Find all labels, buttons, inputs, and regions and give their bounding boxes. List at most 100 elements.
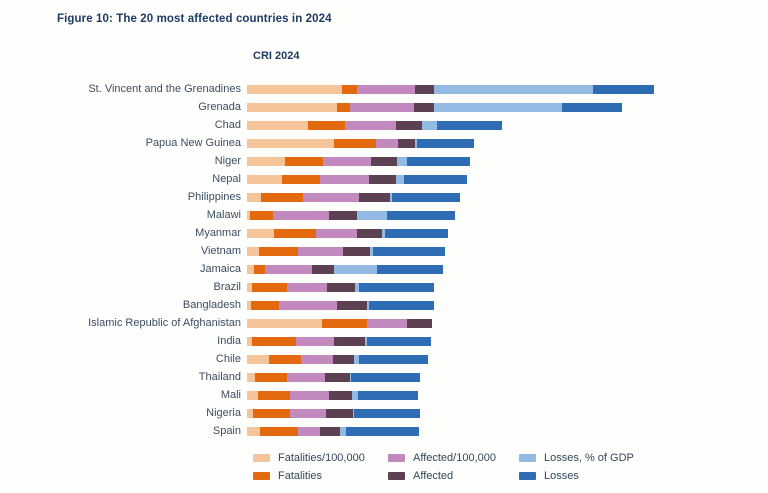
stacked-bar — [247, 264, 443, 274]
bar-segment-affected-100-000 — [287, 282, 327, 292]
stacked-bar — [247, 318, 432, 328]
bar-segment-fatalities-100-000 — [247, 354, 269, 364]
bar-segment-fatalities-100-000 — [247, 408, 253, 418]
bar-segment-losses — [407, 156, 470, 166]
bar-segment-affected-100-000 — [279, 300, 337, 310]
legend-label: Losses, % of GDP — [544, 452, 634, 464]
bar-segment-affected-100-000 — [376, 138, 398, 148]
bar-segment-affected — [371, 156, 397, 166]
bar-segment-losses-of-gdp — [390, 192, 392, 202]
chart-row-grenada: Grenada — [0, 98, 768, 116]
stacked-bar — [247, 246, 445, 256]
bar-segment-fatalities — [260, 426, 298, 436]
bar-segment-losses-of-gdp — [382, 228, 385, 238]
country-label: Mali — [220, 389, 241, 401]
bar-segment-fatalities — [252, 336, 296, 346]
bar-segment-losses — [417, 138, 474, 148]
bar-segment-losses — [354, 408, 420, 418]
bar-segment-fatalities — [259, 246, 298, 256]
bar-segment-affected — [357, 228, 382, 238]
bar-segment-losses — [351, 372, 420, 382]
bar-segment-fatalities-100-000 — [247, 336, 252, 346]
chart-row-nepal: Nepal — [0, 170, 768, 188]
bar-segment-affected-100-000 — [301, 354, 333, 364]
bar-segment-affected-100-000 — [290, 390, 329, 400]
bar-segment-losses — [437, 120, 502, 130]
bar-segment-losses — [358, 390, 418, 400]
legend-item-fatalities: Fatalities — [253, 470, 388, 482]
bar-segment-fatalities-100-000 — [247, 84, 342, 94]
stacked-bar — [247, 192, 460, 202]
bar-segment-affected-100-000 — [316, 228, 357, 238]
bar-segment-fatalities-100-000 — [247, 102, 337, 112]
bar-segment-losses — [404, 174, 467, 184]
bar-segment-fatalities-100-000 — [247, 138, 334, 148]
bar-segment-affected-100-000 — [298, 426, 320, 436]
legend-swatch-icon — [253, 454, 270, 462]
country-label: Philippines — [187, 191, 241, 203]
bar-segment-fatalities-100-000 — [247, 210, 250, 220]
legend-item-affected-100-000: Affected/100,000 — [388, 452, 519, 464]
bar-segment-affected — [359, 192, 390, 202]
bar-segment-affected — [337, 300, 367, 310]
bar-segment-affected — [369, 174, 396, 184]
bar-segment-fatalities-100-000 — [247, 192, 261, 202]
bar-segment-losses-of-gdp — [367, 300, 369, 310]
bar-segment-fatalities — [334, 138, 376, 148]
chart-row-papua-new-guinea: Papua New Guinea — [0, 134, 768, 152]
bar-segment-losses — [385, 228, 448, 238]
bar-segment-affected — [334, 336, 365, 346]
stacked-bar — [247, 102, 622, 112]
bar-segment-losses — [392, 192, 460, 202]
country-label: Spain — [212, 425, 241, 437]
bar-segment-affected-100-000 — [303, 192, 359, 202]
bar-segment-fatalities — [274, 228, 316, 238]
stacked-bar — [247, 390, 418, 400]
bar-segment-fatalities — [322, 318, 367, 328]
bar-segment-fatalities — [253, 408, 290, 418]
stacked-bar — [247, 408, 420, 418]
country-label: Nepal — [212, 173, 241, 185]
bar-segment-fatalities-100-000 — [247, 156, 285, 166]
figure-title: Figure 10: The 20 most affected countrie… — [57, 13, 332, 25]
bar-segment-affected — [312, 264, 334, 274]
bar-segment-losses-of-gdp — [354, 354, 359, 364]
chart-row-chile: Chile — [0, 350, 768, 368]
bar-segment-affected-100-000 — [298, 246, 343, 256]
bar-segment-losses — [367, 336, 431, 346]
legend-label: Affected — [413, 470, 454, 482]
bar-segment-affected-100-000 — [265, 264, 312, 274]
country-label: Bangladesh — [182, 299, 241, 311]
bar-segment-affected — [329, 390, 352, 400]
bar-segment-fatalities — [308, 120, 345, 130]
country-label: Chad — [214, 119, 241, 131]
stacked-bar — [247, 336, 431, 346]
bar-segment-fatalities-100-000 — [247, 120, 308, 130]
chart-row-bangladesh: Bangladesh — [0, 296, 768, 314]
bar-segment-affected-100-000 — [350, 102, 414, 112]
bar-segment-affected-100-000 — [287, 372, 325, 382]
legend-swatch-icon — [388, 454, 405, 462]
legend-swatch-icon — [519, 472, 536, 480]
bar-segment-fatalities — [285, 156, 323, 166]
bar-segment-affected — [414, 102, 434, 112]
chart-row-india: India — [0, 332, 768, 350]
bar-segment-losses-of-gdp — [397, 156, 407, 166]
bar-segment-losses-of-gdp — [353, 408, 354, 418]
chart-row-nigeria: Nigeria — [0, 404, 768, 422]
bar-segment-affected-100-000 — [345, 120, 396, 130]
legend-swatch-icon — [388, 472, 405, 480]
stacked-bar — [247, 120, 502, 130]
bar-segment-losses-of-gdp — [422, 120, 437, 130]
stacked-bar — [247, 210, 455, 220]
bar-segment-affected — [415, 84, 434, 94]
chart-row-niger: Niger — [0, 152, 768, 170]
bar-segment-losses-of-gdp — [357, 210, 387, 220]
bar-segment-fatalities-100-000 — [247, 228, 274, 238]
stacked-bar — [247, 426, 419, 436]
chart-row-thailand: Thailand — [0, 368, 768, 386]
country-label: Malawi — [206, 209, 241, 221]
country-label: Nigeria — [206, 407, 241, 419]
bar-segment-fatalities — [261, 192, 303, 202]
bar-segment-affected — [327, 282, 355, 292]
